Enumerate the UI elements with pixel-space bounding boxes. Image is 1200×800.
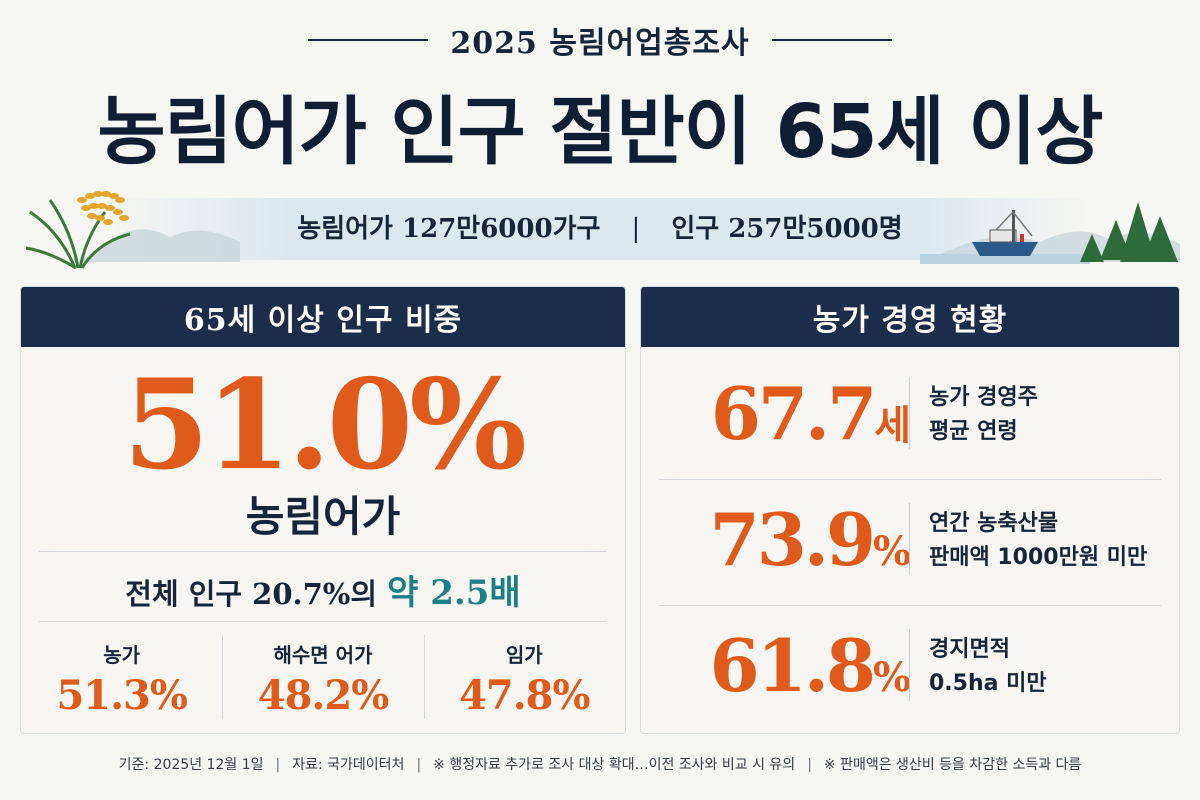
- fishing-boat-icon: [920, 202, 1180, 264]
- footer-notes: 기준: 2025년 12월 1일 | 자료: 국가데이터처 | ※ 행정자료 추가로 조…: [118, 757, 1082, 773]
- banner-text: 농림어가 127만6000가구 | 인구 257만5000명: [20, 208, 1180, 245]
- farm-management-title: 농가 경영 현황: [641, 287, 1179, 347]
- subtitle-rule-right: [771, 39, 892, 41]
- stat-row-sales: 73.9% 연간 농축산물 판매액 1000만원 미만: [641, 483, 1179, 601]
- comparison-highlight: 약 2.5배: [387, 573, 521, 613]
- stat-divider: [909, 377, 910, 449]
- rice-plant-icon: [25, 191, 240, 270]
- banner-separator: |: [631, 214, 641, 244]
- top-subtitle-row: 2025 농림어업총조사: [0, 18, 1200, 62]
- population-count: 인구 257만5000명: [671, 214, 903, 244]
- stat-value: 73.9%: [709, 497, 911, 582]
- breakdown-item: 임가 47.8%: [423, 629, 625, 729]
- row-divider: [659, 605, 1161, 606]
- summary-banner: 농림어가 127만6000가구 | 인구 257만5000명: [20, 190, 1180, 270]
- footer-basis: 기준: 2025년 12월 1일: [118, 757, 264, 773]
- stat-unit: %: [872, 654, 911, 701]
- stat-row-land: 61.8% 경지면적 0.5ha 미만: [641, 609, 1179, 727]
- breakdown-label: 농가: [103, 643, 141, 667]
- panel-divider: [39, 621, 607, 622]
- elderly-share-label: 농림어가: [245, 492, 401, 541]
- survey-subtitle: 2025 농림어업총조사: [450, 26, 750, 61]
- elderly-share-panel: 65세 이상 인구 비중 51.0% 농림어가 전체 인구 20.7%의 약 2…: [20, 286, 626, 734]
- farm-management-panel: 농가 경영 현황 67.7세 농가 경영주 평균 연령 73.9% 연간 농축산…: [640, 286, 1180, 734]
- stat-divider: [909, 629, 910, 701]
- breakdown-value: 48.2%: [257, 672, 389, 719]
- breakdown-item: 해수면 어가 48.2%: [222, 629, 423, 729]
- footer-note-scope: ※ 행정자료 추가로 조사 대상 확대…이전 조사와 비교 시 유의: [433, 757, 796, 773]
- footer-source: 자료: 국가데이터처: [292, 757, 405, 773]
- elderly-share-title: 65세 이상 인구 비중: [21, 287, 625, 347]
- stat-value: 67.7세: [710, 371, 911, 456]
- households-count: 농림어가 127만6000가구: [297, 214, 601, 244]
- row-divider: [659, 479, 1161, 480]
- stat-value: 61.8%: [709, 623, 911, 708]
- stat-row-age: 67.7세 농가 경영주 평균 연령: [641, 357, 1179, 475]
- stat-description: 농가 경영주 평균 연령: [929, 385, 1038, 444]
- stat-description: 경지면적 0.5ha 미만: [929, 637, 1047, 696]
- breakdown-label: 해수면 어가: [273, 643, 373, 667]
- banner-band: [110, 198, 1090, 260]
- stat-unit: %: [872, 528, 911, 575]
- footer-note-sales: ※ 판매액은 생산비 등을 차감한 소득과 다름: [823, 757, 1082, 773]
- stat-unit: 세: [874, 402, 911, 449]
- subtitle-rule-left: [308, 39, 429, 41]
- forest-icon: [1080, 202, 1178, 262]
- breakdown-item: 농가 51.3%: [21, 629, 222, 729]
- elderly-share-value: 51.0%: [123, 353, 527, 498]
- breakdown-value: 51.3%: [56, 672, 187, 719]
- breakdown-label: 임가: [505, 643, 543, 667]
- comparison-prefix: 전체 인구 20.7%의: [125, 577, 378, 611]
- stat-description: 연간 농축산물 판매액 1000만원 미만: [929, 511, 1148, 570]
- comparison-line: 전체 인구 20.7%의 약 2.5배: [21, 565, 625, 614]
- page-headline: 농림어가 인구 절반이 65세 이상: [97, 89, 1104, 175]
- breakdown-value: 47.8%: [459, 672, 590, 719]
- breakdown-row: 농가 51.3% 해수면 어가 48.2% 임가 47.8%: [21, 629, 625, 729]
- panel-divider: [39, 551, 607, 552]
- stat-divider: [909, 503, 910, 575]
